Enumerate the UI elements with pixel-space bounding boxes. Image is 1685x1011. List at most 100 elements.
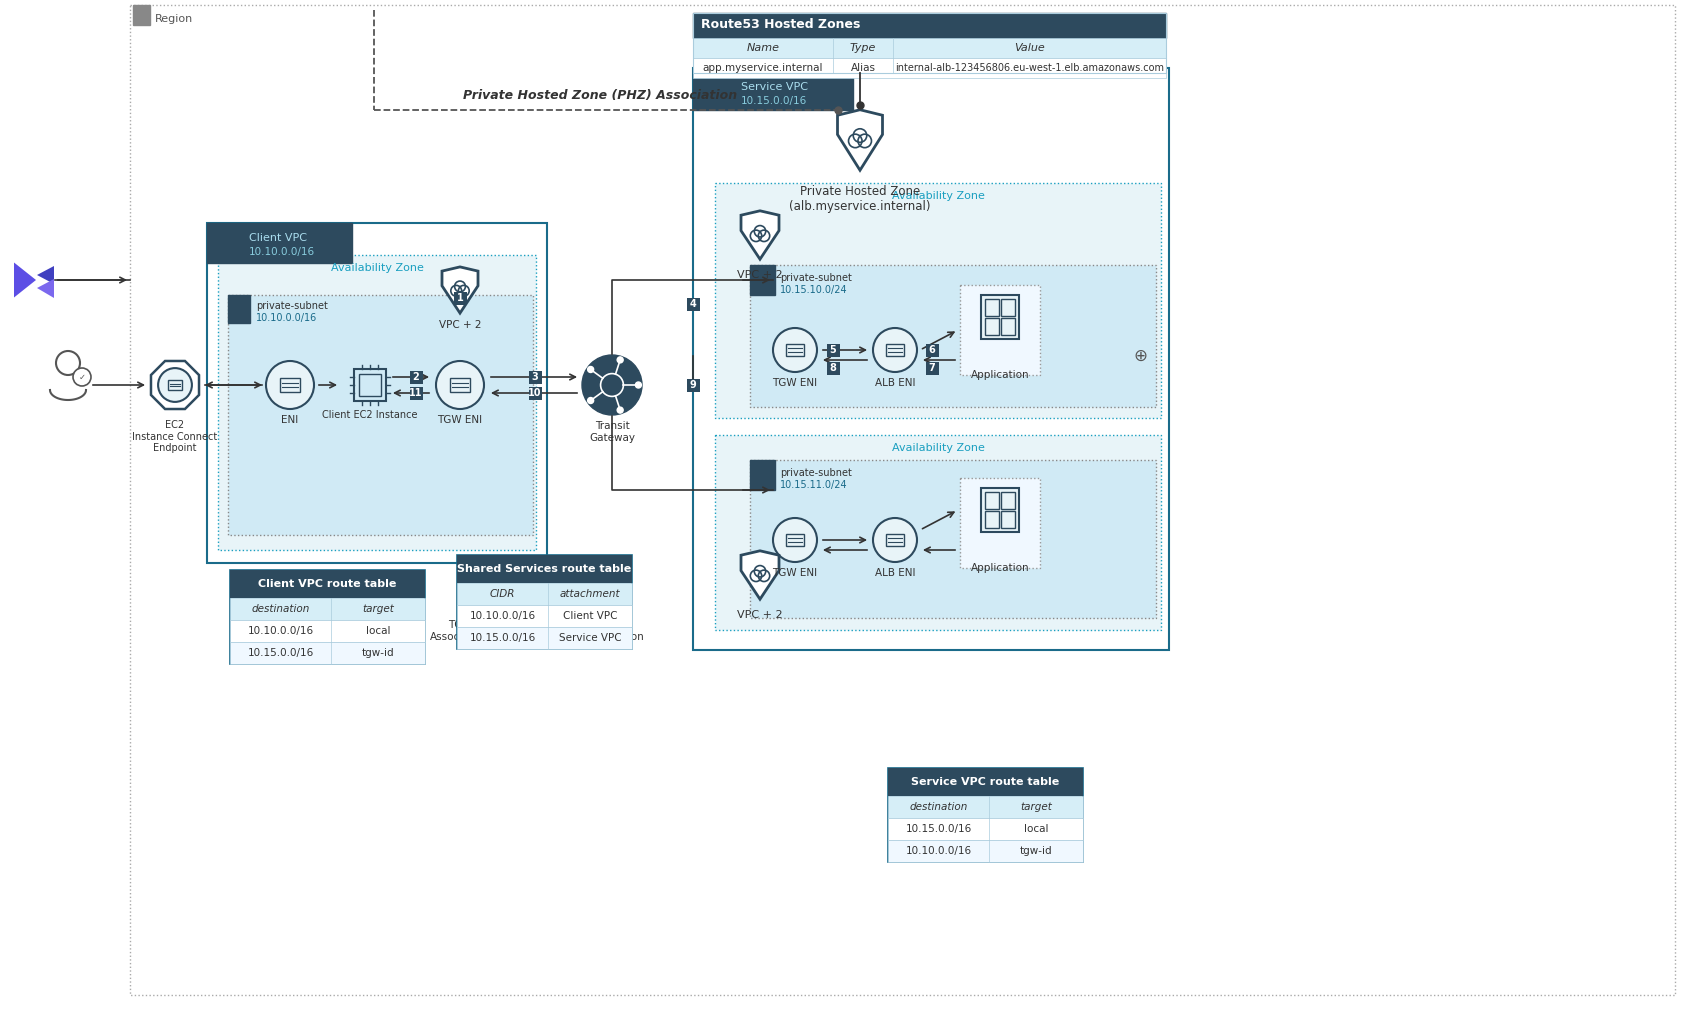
- Bar: [986, 511, 999, 528]
- Bar: [207, 223, 548, 563]
- Bar: [714, 435, 1161, 630]
- Text: 1: 1: [457, 293, 463, 303]
- Circle shape: [617, 357, 623, 363]
- Text: TGW
Association: TGW Association: [585, 620, 645, 642]
- Text: 10.15.10.0/24: 10.15.10.0/24: [780, 285, 848, 295]
- Text: VPC + 2: VPC + 2: [736, 270, 784, 280]
- Text: private-subnet: private-subnet: [256, 301, 329, 311]
- Text: VPC + 2: VPC + 2: [438, 320, 482, 330]
- Text: Transit
Gateway: Transit Gateway: [590, 421, 635, 443]
- Text: TGW
Association: TGW Association: [430, 620, 490, 642]
- Text: 11: 11: [409, 388, 423, 398]
- Bar: [207, 223, 352, 263]
- Text: app.myservice.internal: app.myservice.internal: [703, 63, 824, 73]
- Circle shape: [266, 361, 313, 409]
- Bar: [693, 13, 1166, 73]
- Text: CIDR: CIDR: [490, 589, 516, 599]
- Text: private-subnet: private-subnet: [780, 468, 853, 478]
- Bar: [888, 796, 1083, 818]
- Polygon shape: [741, 551, 778, 600]
- Circle shape: [773, 518, 817, 562]
- Bar: [280, 378, 300, 391]
- Text: 10.15.0.0/16: 10.15.0.0/16: [248, 648, 313, 658]
- Polygon shape: [441, 267, 479, 313]
- Bar: [409, 370, 423, 383]
- Bar: [354, 369, 386, 401]
- Circle shape: [635, 382, 642, 388]
- Bar: [529, 386, 541, 399]
- Polygon shape: [13, 263, 35, 297]
- Bar: [888, 818, 1083, 840]
- Text: Availability Zone: Availability Zone: [330, 263, 423, 273]
- Bar: [450, 378, 470, 391]
- Bar: [888, 768, 1083, 796]
- Text: 10.10.0.0/16: 10.10.0.0/16: [248, 626, 313, 636]
- Bar: [229, 620, 425, 642]
- Bar: [686, 378, 699, 391]
- Text: ENI: ENI: [281, 415, 298, 425]
- Text: Client VPC: Client VPC: [563, 611, 617, 621]
- Text: Shared Services route table: Shared Services route table: [457, 564, 632, 574]
- Polygon shape: [837, 110, 883, 170]
- Bar: [827, 344, 839, 357]
- Bar: [133, 5, 150, 25]
- Text: Service VPC: Service VPC: [741, 82, 809, 92]
- Bar: [827, 362, 839, 374]
- Text: 10.10.0.0/16: 10.10.0.0/16: [249, 247, 315, 257]
- Bar: [529, 370, 541, 383]
- Text: 9: 9: [689, 380, 696, 390]
- Bar: [229, 570, 425, 598]
- Text: Availability Zone: Availability Zone: [891, 191, 984, 201]
- Bar: [686, 297, 699, 310]
- Text: local: local: [366, 626, 391, 636]
- Text: TGW ENI: TGW ENI: [772, 378, 817, 388]
- Text: ALB ENI: ALB ENI: [875, 378, 915, 388]
- Bar: [693, 68, 1169, 650]
- Bar: [960, 285, 1040, 375]
- Text: tgw-id: tgw-id: [362, 648, 394, 658]
- Text: Route53 Hosted Zones: Route53 Hosted Zones: [701, 18, 861, 31]
- Text: attachment: attachment: [559, 589, 620, 599]
- Circle shape: [873, 518, 917, 562]
- Bar: [886, 344, 903, 356]
- Circle shape: [581, 355, 642, 415]
- Text: tgw-id: tgw-id: [1019, 846, 1053, 856]
- Text: local: local: [1024, 824, 1048, 834]
- Bar: [750, 460, 775, 490]
- Text: internal-alb-123456806.eu-west-1.elb.amazonaws.com: internal-alb-123456806.eu-west-1.elb.ama…: [895, 63, 1164, 73]
- Bar: [229, 598, 425, 620]
- Text: 10.15.0.0/16: 10.15.0.0/16: [470, 633, 536, 643]
- Text: 10.15.0.0/16: 10.15.0.0/16: [741, 96, 807, 106]
- Text: destination: destination: [910, 802, 967, 812]
- Text: Application: Application: [971, 563, 1030, 573]
- Text: 4: 4: [689, 299, 696, 309]
- Bar: [925, 362, 939, 374]
- Circle shape: [588, 397, 593, 403]
- Text: Client VPC: Client VPC: [249, 233, 307, 243]
- Bar: [960, 478, 1040, 568]
- Text: destination: destination: [251, 604, 310, 614]
- Bar: [359, 374, 381, 396]
- Text: ALB ENI: ALB ENI: [875, 568, 915, 578]
- Text: TGW ENI: TGW ENI: [438, 415, 482, 425]
- Bar: [229, 642, 425, 664]
- Text: 5: 5: [829, 345, 836, 355]
- Bar: [693, 38, 1166, 58]
- Bar: [457, 627, 632, 649]
- Bar: [453, 291, 467, 304]
- Text: Service VPC: Service VPC: [559, 633, 622, 643]
- Bar: [693, 68, 853, 110]
- Bar: [750, 265, 775, 295]
- Bar: [714, 183, 1161, 418]
- Circle shape: [588, 366, 593, 372]
- Text: 10.10.0.0/16: 10.10.0.0/16: [905, 846, 972, 856]
- Bar: [1001, 299, 1014, 316]
- Text: Name: Name: [746, 43, 780, 53]
- Bar: [1001, 492, 1014, 510]
- Text: Service VPC route table: Service VPC route table: [912, 777, 1060, 787]
- Text: target: target: [362, 604, 394, 614]
- Bar: [1001, 511, 1014, 528]
- Circle shape: [56, 351, 79, 375]
- Text: Private Hosted Zone
(alb.myservice.internal): Private Hosted Zone (alb.myservice.inter…: [789, 185, 930, 213]
- Text: ✓: ✓: [79, 372, 86, 381]
